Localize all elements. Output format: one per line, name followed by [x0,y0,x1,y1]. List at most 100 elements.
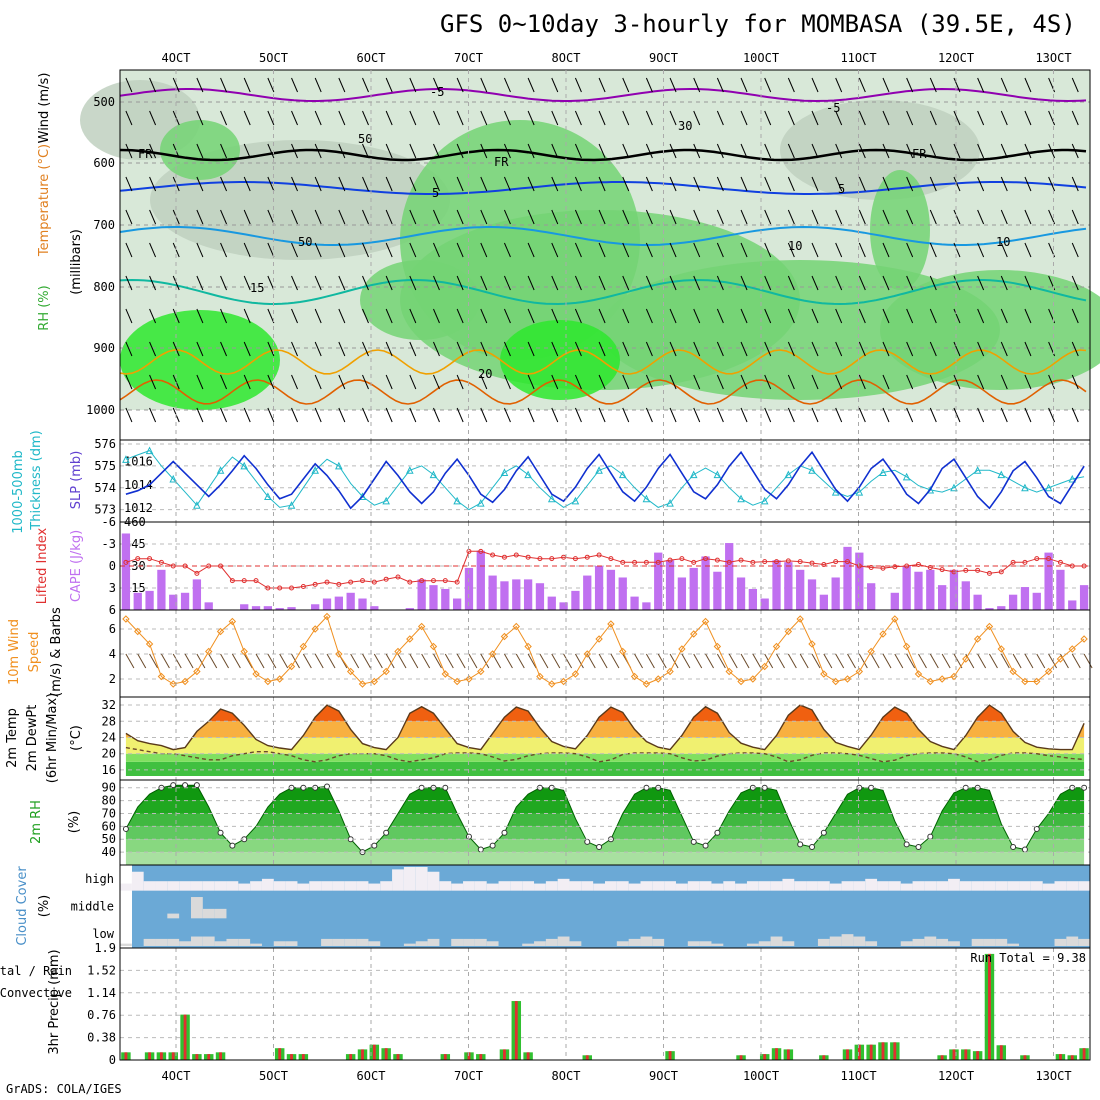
wind-barb [953,143,961,159]
cape-bar [417,579,426,610]
wind-speed-point [784,627,793,636]
wind-speed-point [524,642,532,651]
temperature-contour [119,379,1087,405]
wind-speed-point [275,675,284,683]
label-thickness-a: 1000-500mb [11,450,26,534]
cloud-bar [463,881,475,891]
li-point [265,585,271,591]
wind-barb [953,77,961,93]
wind-barb [338,374,346,390]
wind-barb [433,407,440,423]
cape-bar [1032,592,1041,610]
wind-speed-point [1068,645,1076,653]
precip-conv-bar [467,1052,471,1060]
wind-barb [362,209,369,225]
cape-bar [583,575,592,610]
wind-speed-point [902,642,911,651]
cape-bar [689,567,698,610]
precip-conv-bar [976,1051,980,1060]
li-point [620,559,626,565]
wind-barb [172,77,180,93]
cloud-bar [1030,881,1043,891]
wind-barb [622,110,630,126]
temp-tick: 20 [102,747,116,761]
wind-barb [243,308,251,324]
wind-barb [574,176,582,192]
wind-barb [906,143,914,159]
rh-tick: 40 [102,845,116,859]
wind-barb [740,308,748,324]
cloud-bar [687,881,700,891]
cape-bar [867,583,876,610]
thickness-point [358,492,367,500]
cloud-bar [403,867,416,891]
rh-region [870,170,930,290]
contour-label: FR [912,147,927,161]
wind-barb-10m [1000,653,1010,669]
wind-barb [527,209,535,225]
li-point [703,556,709,562]
cloud-bar [155,938,168,946]
temp-band [125,761,1085,776]
wind-barb [906,77,914,93]
cape-bar [701,556,710,610]
precip-conv-bar [786,1049,790,1060]
cape-bar [973,594,982,610]
cape-bar [180,592,190,610]
wind-barb [977,110,985,126]
wind-barb [243,374,251,390]
wind-barb [503,275,511,291]
thickness-tick: 574 [94,481,116,495]
cape-bar [405,608,414,610]
wind-speed-point [1033,677,1041,686]
cloud-bar [841,881,854,891]
wind-barb [433,242,440,258]
wind-barb-10m [835,653,845,669]
wind-barb [811,209,819,225]
wind-barb [906,110,914,126]
wind-barb [527,176,535,192]
wind-barb [977,308,985,324]
wind-barb [1024,143,1032,159]
label-wind10m: 10m Wind [7,619,22,685]
wind-barb [835,176,843,192]
wind-speed-point [145,640,154,648]
precip-conv-bar [148,1052,151,1060]
wind-speed-point [287,662,296,671]
cloud-bar [214,881,227,891]
cloud-bar [995,938,1008,946]
cloud-bar [865,941,878,946]
precip-conv-bar [443,1054,447,1060]
wind-speed-point [122,615,130,623]
wind-speed-point [252,670,260,678]
li-point [194,570,200,576]
wind-barb [456,77,464,93]
wind-speed-point [205,647,213,656]
wind-barb [196,176,204,192]
wind-barb [503,110,511,126]
wind-barb [1048,176,1056,192]
wind-barb [811,407,819,423]
wind-barb [858,242,866,258]
cape-bar [1068,600,1077,610]
date-label-top: 4OCT [162,51,191,65]
wind-barb [172,341,180,357]
cloud-bar [806,881,818,891]
li-point [537,556,543,562]
wind-barb [480,77,488,93]
wind-barb [882,341,890,357]
wind-barb [977,143,985,159]
precip-conv-bar [585,1055,589,1060]
wind-barb [645,308,653,324]
wind-barb [385,242,393,258]
wind-barb [267,374,275,390]
wind-barb [1048,374,1056,390]
rh-point [690,838,697,845]
thickness-tick: 576 [94,437,116,451]
cloud-bar [190,897,203,919]
wind-barb-10m [882,653,892,669]
wind-barb-10m [480,653,490,669]
wind-barb-10m [918,653,927,669]
wind-barb [929,110,937,126]
precip-conv-bar [278,1048,282,1060]
